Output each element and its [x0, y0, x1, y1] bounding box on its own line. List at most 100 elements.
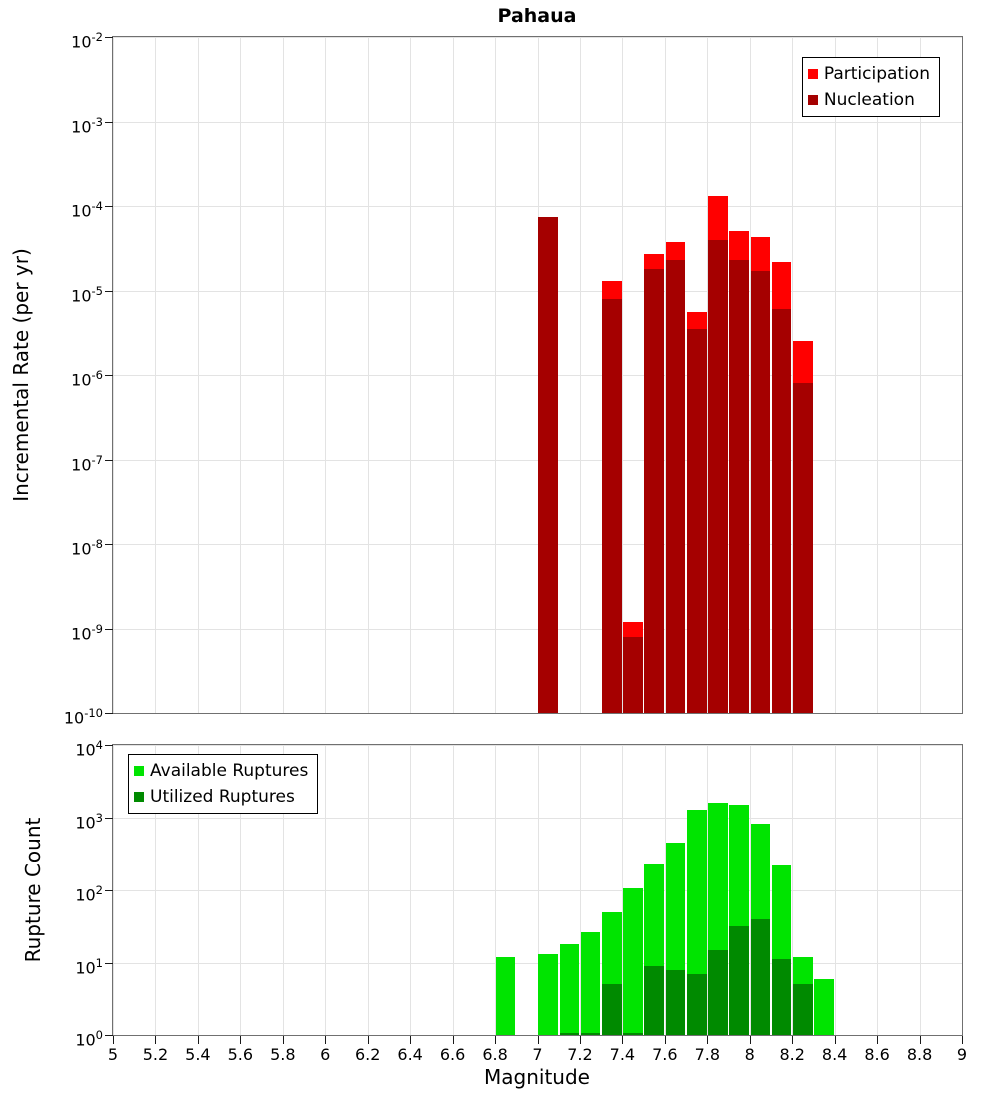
- gridline-horizontal: [113, 121, 962, 123]
- y-tick-label: 102: [75, 883, 103, 905]
- x-tick-label: 7.2: [567, 1045, 593, 1064]
- bar-available-ruptures: [814, 978, 834, 1035]
- legend-item-available-ruptures: Available Ruptures: [134, 758, 308, 784]
- bar-utilized-ruptures: [750, 918, 771, 1035]
- y-tick-label: 10-2: [71, 30, 103, 52]
- x-tick-label: 8.4: [821, 1045, 848, 1064]
- bar-utilized-ruptures: [686, 973, 707, 1035]
- bar-available-ruptures: [538, 954, 558, 1035]
- x-tick-mark: [325, 1036, 327, 1044]
- bar-available-ruptures: [559, 943, 580, 1035]
- gridline-horizontal: [113, 206, 962, 207]
- x-tick-mark: [155, 1036, 157, 1044]
- gridline-horizontal: [113, 290, 962, 292]
- gridline-horizontal: [113, 459, 962, 461]
- x-tick-label: 8.2: [779, 1045, 805, 1064]
- y-tick-mark: [105, 1035, 113, 1036]
- bar-utilized-ruptures: [580, 1033, 601, 1035]
- y-tick-label: 104: [75, 738, 103, 760]
- x-tick-mark: [877, 1036, 879, 1044]
- x-tick-mark: [452, 1036, 454, 1044]
- x-tick-mark: [240, 1036, 242, 1044]
- x-tick-mark: [792, 1036, 794, 1044]
- y-tick-label: 100: [75, 1028, 103, 1050]
- bar-nucleation: [538, 216, 558, 713]
- y-tick-label: 10-4: [71, 199, 103, 221]
- available-ruptures-swatch-icon: [134, 766, 144, 776]
- y-tick-label: 101: [75, 955, 103, 977]
- bar-available-ruptures: [495, 956, 516, 1035]
- rate-y-axis-title: Incremental Rate (per yr): [9, 248, 33, 502]
- x-tick-mark: [622, 1036, 624, 1044]
- x-tick-label: 7.4: [609, 1045, 636, 1064]
- count-y-axis-title: Rupture Count: [21, 817, 45, 963]
- bar-nucleation: [729, 259, 749, 713]
- y-tick-mark: [105, 818, 113, 819]
- utilized-ruptures-swatch-icon: [134, 792, 144, 802]
- x-tick-label: 7.6: [652, 1045, 678, 1064]
- y-tick-mark: [105, 713, 113, 714]
- x-tick-mark: [537, 1036, 539, 1044]
- bar-nucleation: [708, 239, 728, 713]
- x-tick-label: 7: [532, 1045, 543, 1064]
- participation-swatch-icon: [807, 69, 818, 79]
- y-tick-label: 10-9: [71, 621, 103, 643]
- y-tick-mark: [105, 291, 113, 292]
- gridline-horizontal: [113, 962, 962, 964]
- gridline-horizontal: [113, 713, 962, 714]
- count-plot-panel: Available Ruptures Utilized Ruptures: [112, 744, 963, 1036]
- bar-utilized-ruptures: [729, 925, 749, 1035]
- gridline-horizontal: [113, 890, 962, 891]
- y-tick-mark: [105, 544, 113, 545]
- gridline-vertical: [962, 37, 963, 713]
- bar-utilized-ruptures: [601, 984, 622, 1035]
- x-tick-label: 7.8: [694, 1045, 721, 1064]
- gridline-horizontal: [113, 375, 962, 376]
- gridline-horizontal: [113, 817, 962, 819]
- x-tick-mark: [579, 1036, 581, 1044]
- x-tick-label: 5.6: [227, 1045, 254, 1064]
- bar-utilized-ruptures: [708, 949, 728, 1035]
- nucleation-legend-label: Nucleation: [823, 90, 915, 110]
- x-tick-mark: [410, 1036, 412, 1044]
- bar-nucleation: [771, 309, 792, 713]
- bar-available-ruptures: [623, 888, 643, 1035]
- x-tick-mark: [197, 1036, 199, 1044]
- y-tick-mark: [105, 37, 113, 38]
- gridline-horizontal: [113, 745, 962, 746]
- x-tick-mark: [113, 1036, 114, 1044]
- x-tick-label: 6.4: [397, 1045, 423, 1064]
- y-tick-mark: [105, 745, 113, 746]
- legend-item-participation: Participation: [807, 61, 930, 87]
- gridline-vertical: [962, 745, 963, 1035]
- x-tick-label: 5.4: [185, 1045, 211, 1064]
- gridline-horizontal: [113, 544, 962, 545]
- bar-nucleation: [601, 298, 622, 713]
- bar-utilized-ruptures: [665, 969, 686, 1035]
- chart-title: Pahaua: [497, 5, 577, 27]
- bar-utilized-ruptures: [793, 984, 813, 1035]
- x-tick-label: 5.8: [270, 1045, 296, 1064]
- x-tick-label: 5.2: [142, 1045, 169, 1064]
- rate-legend: Participation Nucleation: [801, 57, 940, 117]
- bar-nucleation: [623, 636, 643, 713]
- y-tick-mark: [105, 890, 113, 891]
- nucleation-swatch-icon: [807, 95, 818, 105]
- x-tick-mark: [919, 1036, 921, 1044]
- bar-utilized-ruptures: [559, 1033, 580, 1035]
- x-tick-label: 6.8: [482, 1045, 508, 1064]
- y-tick-mark: [105, 122, 113, 123]
- y-tick-label: 10-10: [63, 706, 103, 728]
- bar-utilized-ruptures: [771, 959, 792, 1035]
- x-tick-label: 6.6: [439, 1045, 466, 1064]
- participation-legend-label: Participation: [823, 64, 930, 84]
- bar-nucleation: [686, 329, 707, 713]
- x-tick-label: 8.8: [906, 1045, 933, 1064]
- y-tick-label: 103: [75, 810, 103, 832]
- x-tick-label: 9: [956, 1045, 968, 1064]
- x-tick-label: 8: [744, 1045, 755, 1064]
- count-legend: Available Ruptures Utilized Ruptures: [128, 754, 319, 814]
- y-tick-mark: [105, 375, 113, 376]
- gridline-horizontal: [113, 37, 962, 38]
- y-tick-label: 10-3: [71, 114, 103, 136]
